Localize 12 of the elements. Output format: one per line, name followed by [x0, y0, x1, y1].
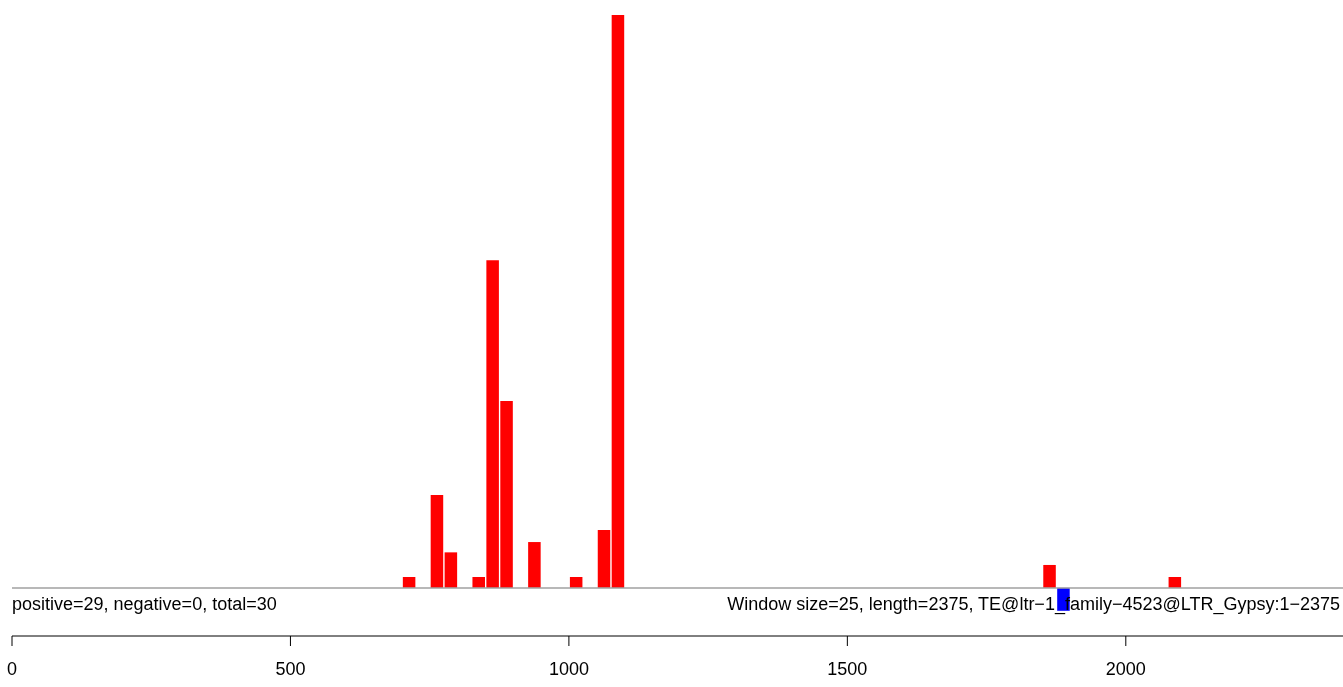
x-tick-label: 500 [275, 658, 306, 679]
x-tick-label: 0 [6, 658, 18, 679]
bar [611, 15, 625, 588]
x-tick-label: 1500 [827, 658, 868, 679]
x-tick-label: 1000 [548, 658, 589, 679]
bar [597, 530, 611, 588]
bar [430, 495, 444, 588]
bar [528, 542, 541, 588]
bar [444, 552, 458, 588]
annotation: positive=29, negative=0, total=30 [12, 594, 277, 615]
x-tick-label: 2000 [1105, 658, 1146, 679]
bar [1043, 564, 1056, 588]
